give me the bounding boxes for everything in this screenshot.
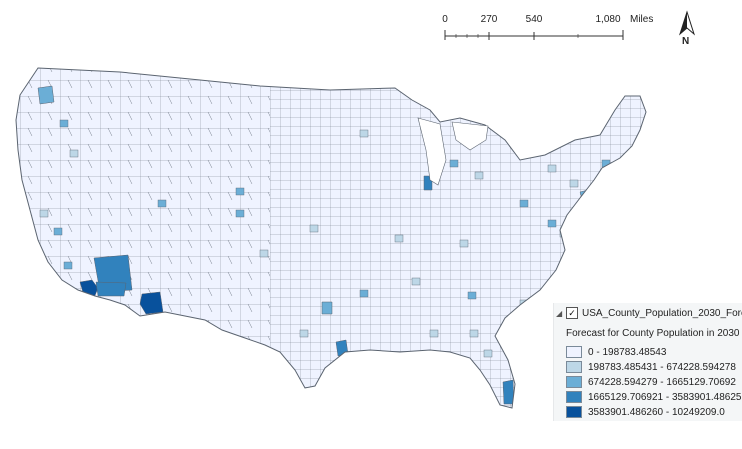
legend-class-label: 674228.594279 - 1665129.70692	[588, 376, 736, 388]
collapse-triangle-icon[interactable]: ◢	[556, 308, 563, 318]
highlighted-county	[235, 209, 245, 218]
highlighted-county	[467, 291, 477, 300]
highlighted-county	[459, 239, 469, 248]
legend-panel: ◢ ✓ USA_County_Population_2030_Forecast …	[553, 303, 742, 421]
lake-huron	[451, 121, 489, 151]
legend-class-4: 3583901.486260 - 10249209.0	[566, 406, 725, 418]
layer-name: USA_County_Population_2030_Forecast	[582, 307, 742, 319]
legend-class-label: 3583901.486260 - 10249209.0	[588, 406, 725, 418]
highlighted-county	[502, 379, 515, 405]
highlighted-county	[37, 85, 55, 105]
scale-unit: Miles	[630, 14, 654, 25]
highlighted-county	[359, 289, 369, 298]
legend-class-0: 0 - 198783.48543	[566, 346, 666, 358]
scale-tick-1080: 1,080	[595, 14, 621, 25]
highlighted-county	[69, 149, 79, 158]
highlighted-county	[547, 164, 557, 173]
highlighted-county	[309, 224, 319, 233]
highlighted-county	[115, 307, 125, 316]
legend-layer-row[interactable]: ◢ ✓ USA_County_Population_2030_Forecast	[556, 307, 742, 319]
highlighted-county	[359, 129, 369, 138]
highlighted-county	[335, 339, 349, 357]
legend-swatch	[566, 346, 582, 358]
highlighted-county	[569, 179, 579, 188]
legend-class-label: 198783.485431 - 674228.594278	[588, 361, 736, 373]
highlighted-county	[474, 171, 484, 180]
north-arrow: N	[676, 10, 698, 50]
highlighted-county	[53, 227, 63, 236]
scale-tick-540: 540	[525, 14, 543, 25]
legend-class-1: 198783.485431 - 674228.594278	[566, 361, 736, 373]
legend-swatch	[566, 361, 582, 373]
highlighted-county	[235, 187, 245, 196]
legend-class-3: 1665129.706921 - 3583901.486259	[566, 391, 742, 403]
highlighted-county	[483, 349, 493, 358]
highlighted-county	[299, 329, 309, 338]
highlighted-county	[519, 199, 529, 208]
north-arrow-icon	[678, 10, 696, 36]
legend-swatch	[566, 391, 582, 403]
highlighted-county	[547, 219, 557, 228]
north-label: N	[682, 36, 690, 47]
highlighted-county	[411, 277, 421, 286]
highlighted-county	[157, 199, 167, 208]
scale-tick-0: 0	[442, 14, 448, 25]
highlighted-county	[394, 234, 404, 243]
highlighted-county	[139, 291, 164, 315]
legend-swatch	[566, 406, 582, 418]
highlighted-county	[63, 261, 73, 270]
highlighted-county	[39, 209, 49, 218]
highlighted-county	[259, 249, 269, 258]
highlighted-county	[429, 329, 439, 338]
legend-class-label: 1665129.706921 - 3583901.486259	[588, 391, 742, 403]
highlighted-county	[95, 281, 127, 297]
legend-swatch	[566, 376, 582, 388]
highlighted-county	[449, 159, 459, 168]
lake-michigan	[417, 117, 447, 186]
highlighted-county	[59, 119, 69, 128]
legend-class-2: 674228.594279 - 1665129.70692	[566, 376, 736, 388]
scale-bar: 0 270 540 1,080 Miles	[440, 14, 660, 44]
legend-title: Forecast for County Population in 2030	[566, 328, 740, 339]
layer-visibility-checkbox[interactable]: ✓	[566, 307, 578, 319]
scale-tick-270: 270	[480, 14, 498, 25]
highlighted-county	[469, 329, 479, 338]
legend-class-label: 0 - 198783.48543	[588, 346, 667, 358]
country-outline	[15, 67, 647, 409]
highlighted-county	[321, 301, 333, 315]
